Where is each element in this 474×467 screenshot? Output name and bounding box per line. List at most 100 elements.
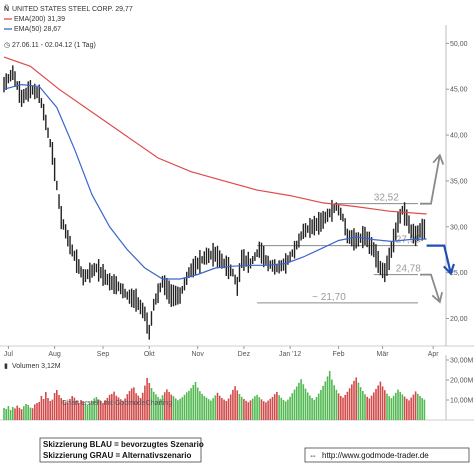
volume-bar <box>421 398 423 420</box>
volume-bar <box>331 379 333 420</box>
volume-bar <box>36 403 38 420</box>
volume-bar <box>201 393 203 420</box>
blue-scenario-arrow <box>426 244 452 274</box>
volume-bar <box>401 394 404 420</box>
volume-panel: ▮ Volumen 3,12M 10,00M 20,00M 30,00M Chart… <box>0 355 474 421</box>
volume-bar <box>16 405 18 420</box>
volume-bar <box>168 392 170 420</box>
volume-bar <box>381 386 384 420</box>
volume-bar <box>86 404 89 420</box>
volume-bar <box>320 390 322 420</box>
ema50-label: EMA(50) 28,67 <box>14 26 61 33</box>
volume-bar <box>34 404 36 420</box>
volume-bar <box>333 385 335 420</box>
x-tick-label: Jul <box>4 351 13 358</box>
volume-bar <box>148 383 151 420</box>
legend-gray-text: Skizzierung GRAU = Alternativszenario <box>43 451 192 460</box>
volume-bar <box>291 393 294 420</box>
volume-bar <box>304 388 307 420</box>
scenario-legend-box <box>39 437 202 463</box>
x-tick-label: Dez <box>238 351 251 358</box>
volume-bar <box>40 396 43 420</box>
volume-bar <box>203 396 206 420</box>
volume-bar <box>225 401 228 420</box>
volume-bar <box>340 396 342 420</box>
price-tick-label: 35,00 <box>450 178 468 185</box>
volume-bar <box>128 391 131 420</box>
volume-bar <box>300 379 302 420</box>
volume-bar <box>64 401 67 420</box>
volume-bar <box>395 392 397 420</box>
price-axis: 20,00 25,00 30,00 35,00 40,00 45,00 50,00 <box>446 41 468 323</box>
volume-bar <box>60 398 62 420</box>
volume-bar <box>205 397 208 420</box>
volume-bar <box>146 378 148 420</box>
volume-bar <box>58 395 60 420</box>
volume-bar <box>348 388 351 420</box>
volume-bar <box>25 404 27 420</box>
blue-scenario-arrow-head <box>443 263 455 276</box>
volume-bar <box>342 397 344 420</box>
volume-bar <box>243 399 245 420</box>
volume-bar <box>117 397 120 420</box>
volume-bar <box>284 401 287 420</box>
volume-bar <box>315 397 318 420</box>
site-url[interactable]: http://www.godmode-trader.de <box>322 451 429 460</box>
volume-bar <box>124 398 126 420</box>
volume-bar <box>108 394 111 420</box>
volume-bar <box>20 409 23 420</box>
volume-bar <box>216 392 219 420</box>
volume-bar <box>130 388 133 420</box>
volume-tick-label: 30,00M <box>450 358 474 365</box>
volume-bar <box>410 397 412 420</box>
volume-bar <box>373 392 375 420</box>
volume-icon: ▮ <box>4 363 8 370</box>
volume-bar <box>152 391 155 420</box>
gray-down-scenario-arrow-head <box>431 291 443 304</box>
volume-bar <box>265 402 267 420</box>
volume-bar <box>7 406 10 420</box>
volume-bar <box>269 398 272 420</box>
volume-bar <box>29 407 32 420</box>
volume-bar <box>384 390 386 420</box>
volume-bar <box>227 398 230 420</box>
volume-bar <box>287 399 289 420</box>
volume-bar <box>322 385 324 420</box>
series-layer <box>3 56 427 340</box>
volume-bar <box>408 400 410 420</box>
volume-bar <box>135 393 137 420</box>
volume-bar <box>139 398 142 420</box>
volume-axis: 10,00M 20,00M 30,00M <box>446 358 474 405</box>
volume-bar <box>150 388 153 420</box>
volume-bar <box>267 400 269 420</box>
volume-bar <box>386 393 388 420</box>
volume-bar <box>31 408 34 420</box>
volume-bar <box>174 398 177 420</box>
volume-bar <box>93 398 95 420</box>
volume-bar <box>190 388 192 420</box>
x-tick-label: Nov <box>191 351 204 358</box>
volume-bar <box>133 387 135 420</box>
volume-bar <box>194 382 197 420</box>
volume-bar <box>326 376 329 420</box>
chart-credit: Chart erstellt mit GodmodeCharting <box>62 400 172 407</box>
volume-bars <box>3 371 426 420</box>
volume-bar <box>163 392 166 420</box>
volume-bar <box>183 394 186 420</box>
volume-bar <box>357 382 360 420</box>
volume-bar <box>67 402 69 420</box>
volume-bar <box>23 406 25 420</box>
x-tick-label: Feb <box>333 351 345 358</box>
volume-bar <box>390 398 393 420</box>
volume-bar <box>223 399 225 420</box>
symbol-icon: Ñ <box>4 4 9 13</box>
gray-up-scenario-arrow-head <box>432 153 445 165</box>
volume-bar <box>256 394 258 420</box>
volume-bar <box>144 385 146 420</box>
gray-up-scenario-arrow <box>420 155 441 205</box>
volume-bar <box>423 399 426 420</box>
volume-bar <box>84 403 87 420</box>
volume-bar <box>91 401 93 420</box>
volume-bar <box>115 395 118 420</box>
volume-bar <box>218 395 221 420</box>
